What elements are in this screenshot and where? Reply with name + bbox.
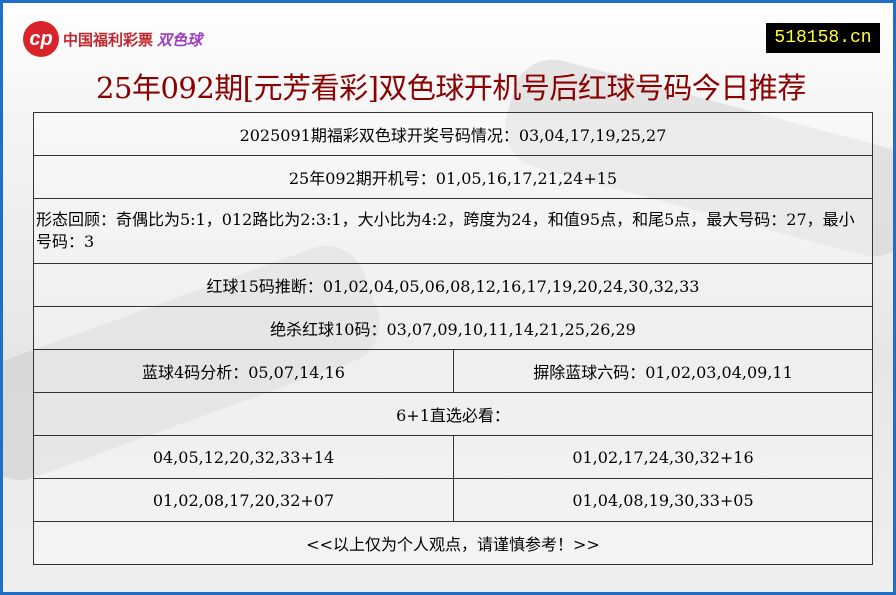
blue-4: 蓝球4码分析：05,07,14,16 bbox=[33, 349, 454, 393]
table-row: 绝杀红球10码：03,07,09,10,11,14,21,25,26,29 bbox=[33, 306, 873, 350]
logo-icon: cp bbox=[23, 21, 59, 57]
pick-1: 04,05,12,20,32,33+14 bbox=[33, 435, 454, 479]
logo-brand: 双色球 bbox=[157, 30, 203, 49]
direct-pick-header: 6+1直选必看： bbox=[33, 392, 873, 436]
machine-numbers: 25年092期开机号：01,05,16,17,21,24+15 bbox=[33, 155, 873, 199]
last-draw: 2025091期福彩双色球开奖号码情况：03,04,17,19,25,27 bbox=[33, 112, 873, 156]
table-row: 01,02,08,17,20,32+07 01,04,08,19,30,33+05 bbox=[33, 478, 873, 522]
table-row: 25年092期开机号：01,05,16,17,21,24+15 bbox=[33, 155, 873, 199]
disclaimer: <<以上仅为个人观点，请谨慎参考！>> bbox=[33, 521, 873, 565]
site-badge: 518158.cn bbox=[766, 23, 880, 53]
logo-text: 中国福利彩票 bbox=[63, 30, 154, 49]
pick-2: 01,02,17,24,30,32+16 bbox=[453, 435, 873, 479]
lottery-logo: cp 中国福利彩票 双色球 bbox=[23, 21, 202, 57]
table-row: 2025091期福彩双色球开奖号码情况：03,04,17,19,25,27 bbox=[33, 112, 873, 156]
blue-exclude-6: 摒除蓝球六码：01,02,03,04,09,11 bbox=[453, 349, 873, 393]
table-row: 04,05,12,20,32,33+14 01,02,17,24,30,32+16 bbox=[33, 435, 873, 479]
pattern-review: 形态回顾：奇偶比为5:1，012路比为2:3:1，大小比为4:2，跨度为24，和… bbox=[33, 198, 873, 264]
red-kill-10: 绝杀红球10码：03,07,09,10,11,14,21,25,26,29 bbox=[33, 306, 873, 350]
pick-3: 01,02,08,17,20,32+07 bbox=[33, 478, 454, 522]
table-row: 6+1直选必看： bbox=[33, 392, 873, 436]
page-title: 25年092期[元芳看彩]双色球开机号后红球号码今日推荐 bbox=[96, 71, 806, 105]
table-row: 红球15码推断：01,02,04,05,06,08,12,16,17,19,20… bbox=[33, 263, 873, 307]
prediction-table: 2025091期福彩双色球开奖号码情况：03,04,17,19,25,27 25… bbox=[33, 112, 873, 565]
table-row: <<以上仅为个人观点，请谨慎参考！>> bbox=[33, 521, 873, 565]
red-15: 红球15码推断：01,02,04,05,06,08,12,16,17,19,20… bbox=[33, 263, 873, 307]
table-row: 蓝球4码分析：05,07,14,16 摒除蓝球六码：01,02,03,04,09,… bbox=[33, 349, 873, 393]
pick-4: 01,04,08,19,30,33+05 bbox=[453, 478, 873, 522]
table-row: 形态回顾：奇偶比为5:1，012路比为2:3:1，大小比为4:2，跨度为24，和… bbox=[33, 198, 873, 264]
